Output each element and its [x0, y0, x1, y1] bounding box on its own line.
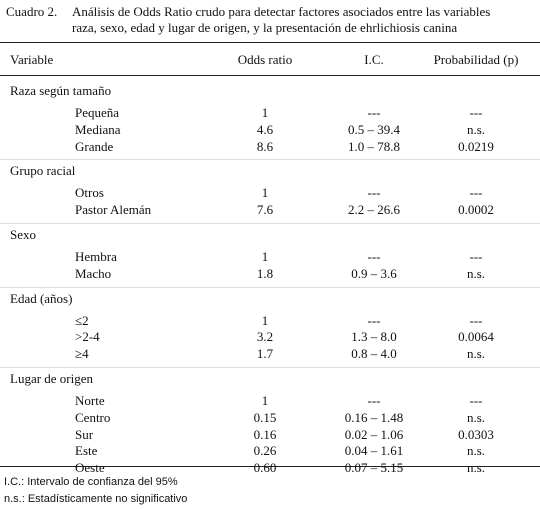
cell: 0.8 – 4.0	[351, 346, 397, 362]
cell: 0.0002	[458, 202, 494, 218]
cell: 3.2	[256, 329, 274, 345]
row-label: Otros	[75, 185, 104, 201]
cell: 0.0064	[458, 329, 494, 345]
cell: ---	[367, 105, 381, 120]
cell: 0.15	[253, 409, 277, 425]
footnote: n.s.: Estadísticamente no significativo	[4, 493, 188, 505]
row-label: Hembra	[75, 249, 117, 264]
top-rule	[0, 42, 540, 43]
cell: n.s.	[466, 460, 486, 476]
footnote: I.C.: Intervalo de confianza del 95%	[4, 476, 178, 488]
row-label: Este	[75, 443, 98, 459]
caption-line: Análisis de Odds Ratio crudo para detect…	[72, 4, 491, 19]
cell: 0.0219	[458, 138, 494, 154]
header-cell: I.C.	[364, 52, 384, 67]
header-rule	[0, 75, 540, 76]
header-cell: Probabilidad (p)	[433, 52, 519, 67]
cell: ---	[367, 249, 381, 264]
group-separator	[0, 223, 540, 224]
group-separator	[0, 367, 540, 368]
row-label: Pequeña	[75, 105, 120, 120]
cell: 0.26	[253, 443, 277, 459]
cell: 0.04 – 1.61	[344, 443, 404, 459]
cell: 0.16 – 1.48	[344, 409, 404, 425]
cell: 0.16	[253, 426, 277, 442]
cell: 1.0 – 78.8	[348, 138, 400, 154]
cell: 7.6	[256, 202, 274, 218]
bottom-rule	[0, 466, 540, 467]
row-label: Norte	[75, 393, 105, 408]
cell: 4.6	[256, 121, 274, 137]
row-label: Grande	[75, 138, 114, 154]
cell: 0.5 – 39.4	[348, 121, 400, 137]
cell: n.s.	[466, 443, 486, 459]
cell: 8.6	[256, 138, 274, 154]
row-label: ≥4	[75, 346, 89, 362]
row-label: Sur	[75, 426, 94, 442]
group-name: Lugar de origen	[10, 371, 94, 386]
cell: ---	[469, 393, 483, 408]
cell: 1	[261, 312, 269, 328]
row-label: Centro	[75, 409, 111, 425]
cell: 1	[261, 105, 269, 120]
row-label: Mediana	[75, 121, 121, 137]
cell: 1.7	[256, 346, 274, 362]
cell: n.s.	[466, 409, 486, 425]
cell: ---	[469, 185, 483, 201]
cell: ---	[469, 105, 483, 120]
caption-label: Cuadro 2.	[6, 4, 58, 19]
cell: n.s.	[466, 346, 486, 362]
row-label: Oeste	[75, 460, 105, 476]
cell: 1	[261, 393, 269, 408]
cell: n.s.	[466, 265, 486, 281]
row-label: >2-4	[75, 329, 100, 345]
cell: 0.60	[253, 460, 277, 476]
cell: 0.07 – 5.15	[344, 460, 404, 476]
group-name: Raza según tamaño	[10, 83, 112, 98]
cell: n.s.	[466, 121, 486, 137]
cell: 0.9 – 3.6	[351, 265, 397, 281]
caption-line: raza, sexo, edad y lugar de origen, y la…	[72, 20, 458, 35]
cell: ---	[367, 393, 381, 408]
header-cell: Odds ratio	[237, 52, 293, 67]
cell: ---	[469, 312, 483, 328]
group-name: Edad (años)	[10, 290, 73, 306]
cell: ---	[367, 312, 381, 328]
row-label: Pastor Alemán	[75, 202, 152, 218]
header-cell: Variable	[10, 52, 54, 67]
cell: 0.02 – 1.06	[344, 426, 404, 442]
cell: 1	[261, 249, 269, 264]
group-name: Sexo	[10, 227, 36, 242]
cell: 1.3 – 8.0	[351, 329, 397, 345]
cell: ---	[469, 249, 483, 264]
group-separator	[0, 286, 540, 288]
cell: 1.8	[256, 265, 274, 281]
cell: 0.0303	[458, 426, 494, 442]
row-label: ≤2	[75, 312, 89, 328]
cell: 1	[261, 185, 269, 201]
group-separator	[0, 159, 540, 161]
cell: ---	[367, 185, 381, 201]
group-name: Grupo racial	[10, 163, 76, 179]
row-label: Macho	[75, 265, 112, 281]
cell: 2.2 – 26.6	[348, 202, 400, 218]
